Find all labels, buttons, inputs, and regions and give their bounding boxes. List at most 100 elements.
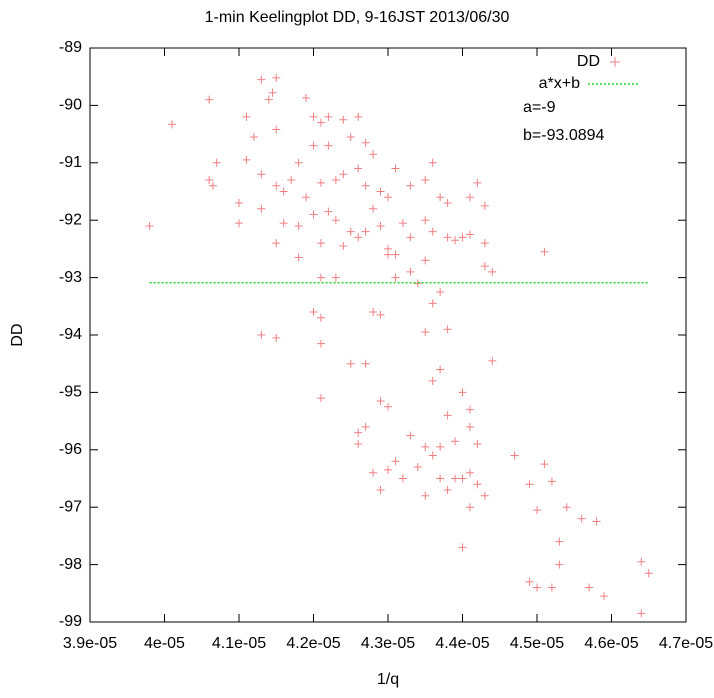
point xyxy=(406,181,415,190)
point xyxy=(443,325,452,334)
point xyxy=(369,150,378,159)
point xyxy=(458,543,467,552)
point xyxy=(525,577,534,586)
point xyxy=(235,198,243,207)
chart-title: 1-min Keelingplot DD, 9-16JST 2013/06/30 xyxy=(205,9,510,26)
y-tick-label: -90 xyxy=(59,97,82,114)
point xyxy=(279,219,288,228)
point xyxy=(451,236,460,245)
point xyxy=(272,125,281,134)
point xyxy=(324,207,333,216)
y-tick-label: -93 xyxy=(59,269,82,286)
point xyxy=(294,158,303,167)
point xyxy=(458,388,467,397)
y-tick-label: -92 xyxy=(59,211,82,228)
point xyxy=(637,609,646,618)
point xyxy=(331,176,340,185)
annotation: b=-93.0894 xyxy=(523,127,605,144)
point xyxy=(540,247,549,256)
point xyxy=(264,95,273,104)
point xyxy=(376,485,385,494)
point xyxy=(302,193,311,202)
y-tick-label: -98 xyxy=(59,556,82,573)
x-axis-label: 1/q xyxy=(377,671,399,688)
point xyxy=(465,405,474,414)
point xyxy=(354,428,363,437)
point xyxy=(361,138,370,147)
point xyxy=(369,468,378,477)
point xyxy=(406,233,415,242)
y-tick-label: -94 xyxy=(59,326,82,343)
point xyxy=(525,480,534,489)
point xyxy=(316,339,325,348)
point xyxy=(540,460,549,469)
point xyxy=(406,431,415,440)
point xyxy=(465,193,474,202)
point xyxy=(428,158,437,167)
point xyxy=(547,583,556,592)
point xyxy=(480,262,489,271)
point xyxy=(316,178,325,187)
point xyxy=(235,219,243,228)
point xyxy=(376,221,385,230)
x-tick-label: 4.6e-05 xyxy=(584,635,638,652)
point xyxy=(268,88,277,97)
point xyxy=(421,176,430,185)
point xyxy=(428,227,437,236)
point xyxy=(242,155,251,164)
point xyxy=(413,463,422,472)
point xyxy=(644,569,653,578)
point xyxy=(309,308,318,317)
point xyxy=(488,356,497,365)
point xyxy=(272,239,281,248)
point xyxy=(316,118,325,127)
point xyxy=(287,176,296,185)
point xyxy=(480,491,489,500)
point xyxy=(391,250,400,259)
point xyxy=(443,233,452,242)
point xyxy=(361,227,370,236)
point xyxy=(384,250,392,259)
point xyxy=(208,181,217,190)
point xyxy=(302,93,311,102)
point xyxy=(451,474,460,483)
point xyxy=(309,210,318,219)
point xyxy=(384,465,392,474)
point xyxy=(488,267,497,276)
point xyxy=(443,485,452,494)
point xyxy=(465,230,474,239)
point xyxy=(361,422,370,431)
point xyxy=(413,279,422,288)
point xyxy=(369,204,378,213)
point xyxy=(272,73,281,82)
point xyxy=(533,583,541,592)
point xyxy=(272,181,281,190)
point xyxy=(316,394,325,403)
point xyxy=(421,216,430,225)
point xyxy=(212,158,221,167)
y-axis-label: DD xyxy=(9,323,26,346)
y-tick-label: -96 xyxy=(59,441,82,458)
point xyxy=(428,299,437,308)
point xyxy=(600,592,609,601)
point xyxy=(451,437,460,446)
point xyxy=(354,233,363,242)
point xyxy=(473,480,482,489)
legend-marker xyxy=(610,57,620,67)
point xyxy=(272,333,281,342)
point xyxy=(480,239,489,248)
point xyxy=(316,239,325,248)
point xyxy=(361,181,370,190)
point xyxy=(443,411,452,420)
point xyxy=(361,359,370,368)
point xyxy=(339,115,348,124)
point xyxy=(533,506,541,515)
point xyxy=(369,308,378,317)
point xyxy=(577,514,586,523)
point xyxy=(309,112,318,121)
point xyxy=(331,216,340,225)
point xyxy=(465,503,474,512)
point xyxy=(354,440,363,449)
point xyxy=(346,359,355,368)
point xyxy=(257,331,266,339)
